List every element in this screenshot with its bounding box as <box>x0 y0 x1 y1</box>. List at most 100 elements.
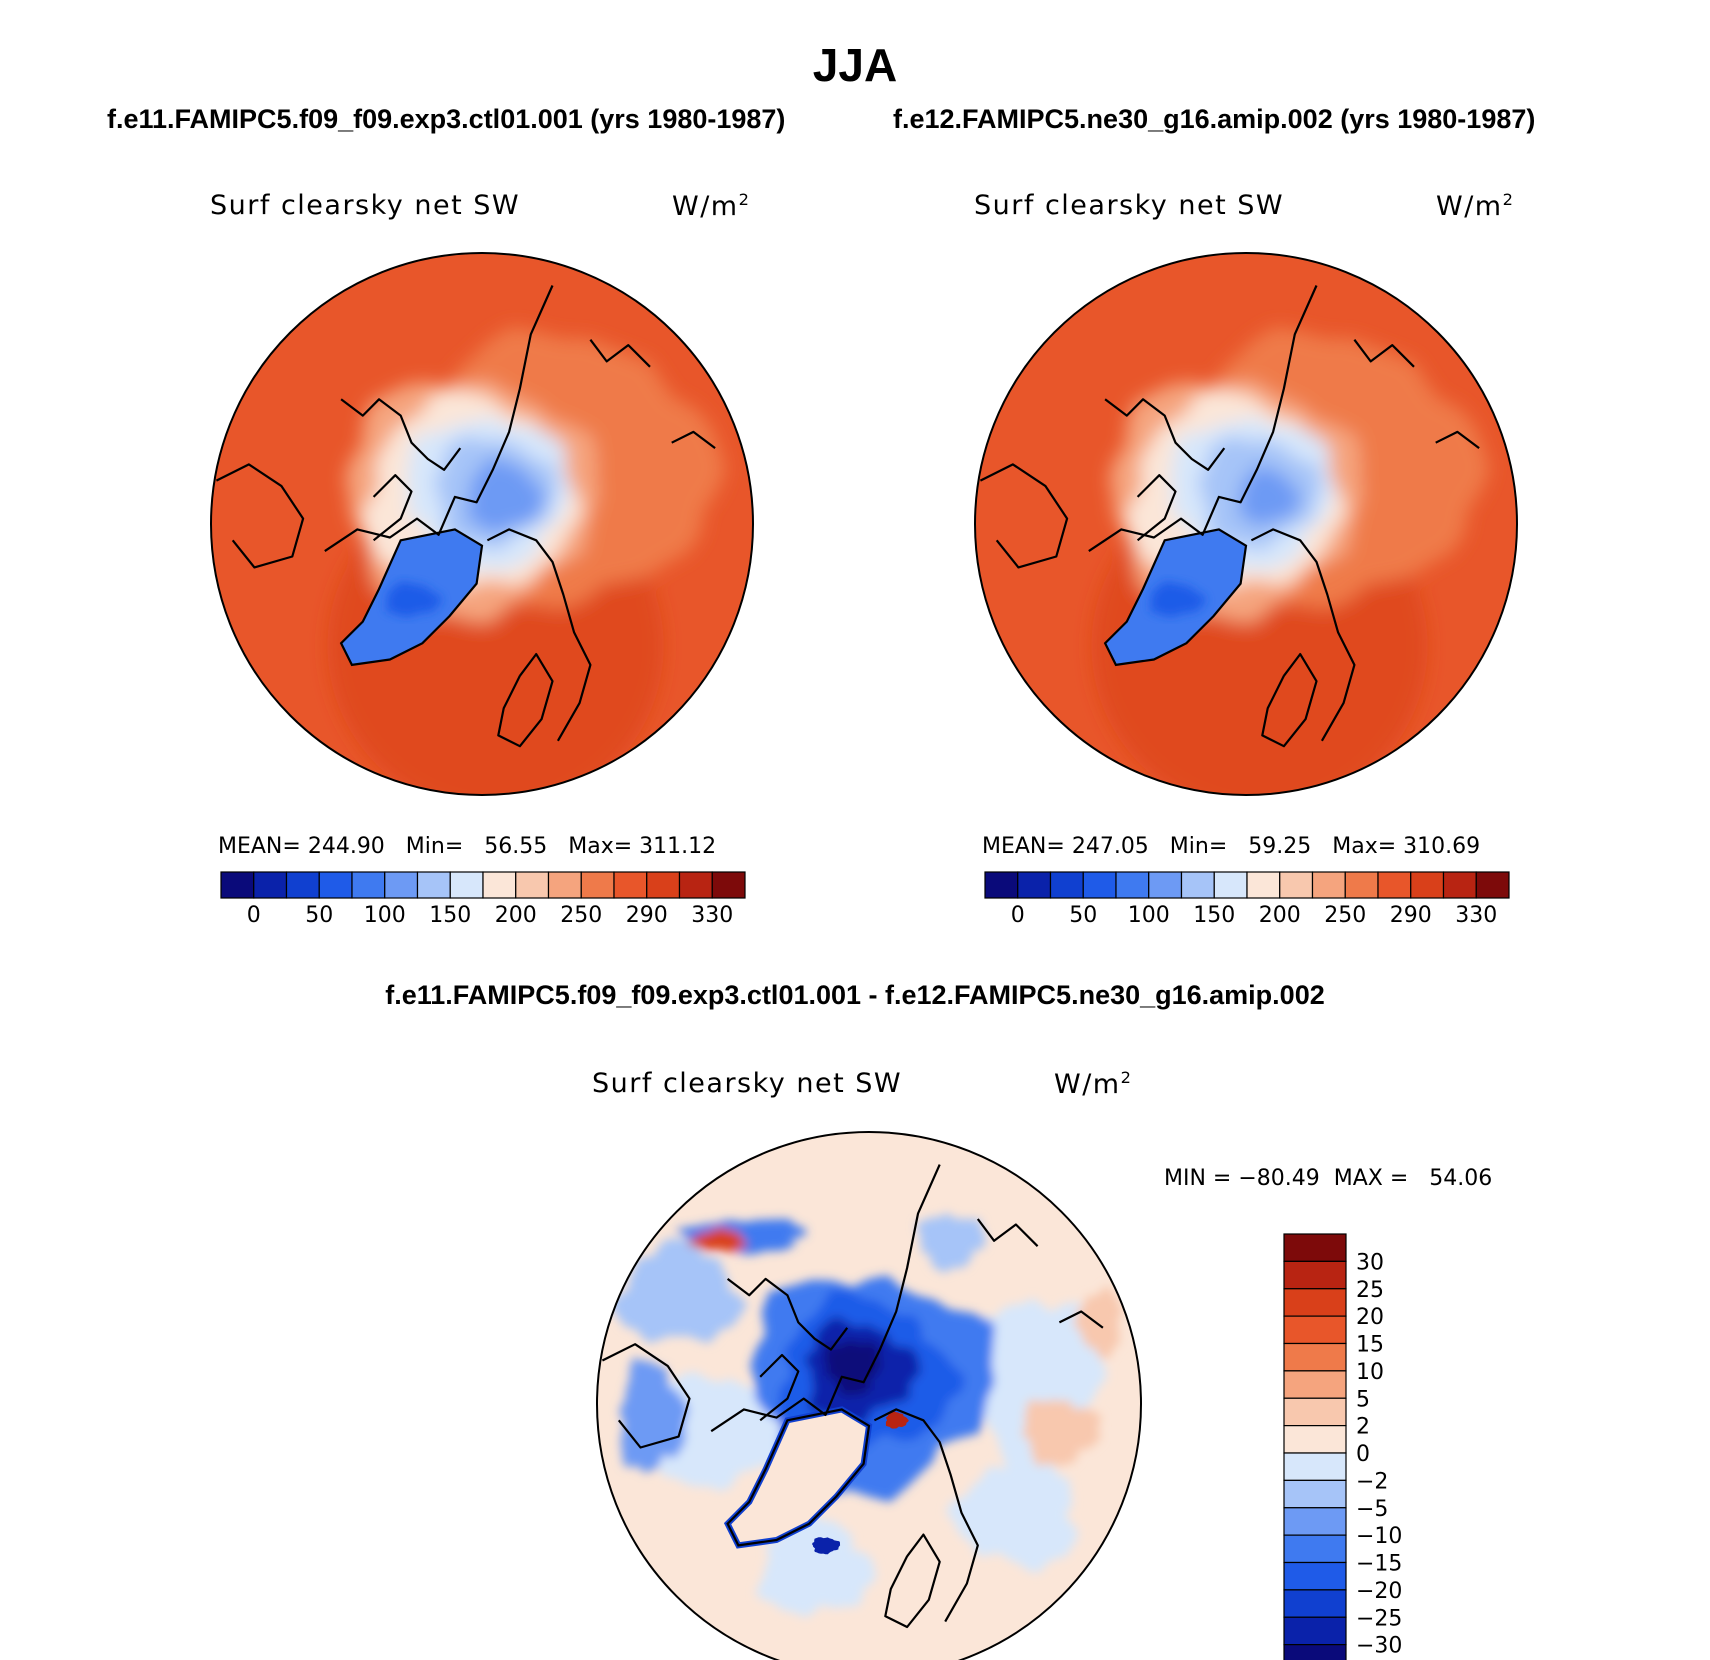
panel3-colorbar-box <box>1283 1397 1347 1427</box>
panel3-colorbar-tick-label: −2 <box>1356 1469 1388 1494</box>
panel1-colorbar-box <box>515 871 550 899</box>
panel2-colorbar-box <box>1213 871 1248 899</box>
panel3-colorbar-tick-label: −30 <box>1356 1634 1402 1659</box>
panel1-colorbar-box <box>711 871 746 899</box>
panel3-colorbar-box <box>1283 1589 1347 1618</box>
panel2-mean-label: MEAN= <box>982 834 1065 859</box>
panel2-colorbar-box <box>1475 871 1510 899</box>
panel3-colorbar-tick-label: 15 <box>1356 1333 1384 1358</box>
panel3-colorbar-tick-label: 0 <box>1356 1442 1370 1467</box>
panel3-colorbar-tick-label: −25 <box>1356 1606 1402 1631</box>
panel1-colorbar-tick-label: 50 <box>305 903 333 928</box>
panel3-colorbar-box <box>1283 1425 1347 1454</box>
panel2-colorbar-tick-label: 150 <box>1193 903 1235 928</box>
panel3-colorbar-box <box>1283 1561 1347 1591</box>
panel3-colorbar-tick-label: 5 <box>1356 1387 1370 1412</box>
difference-title: f.e11.FAMIPC5.f09_f09.exp3.ctl01.001 - f… <box>385 980 1325 1010</box>
panel1-colorbar-box <box>351 871 386 899</box>
panel2-colorbar-tick-label: 0 <box>1011 903 1025 928</box>
panel3-colorbar-tick-label: 30 <box>1356 1250 1384 1275</box>
panel3-colorbar-tick-label: 20 <box>1356 1305 1384 1330</box>
panel1-colorbar-box <box>613 871 648 899</box>
panel1-colorbar-box <box>678 871 713 899</box>
panel1-colorbar-box <box>580 871 615 899</box>
panel3-colorbar-box <box>1283 1260 1347 1290</box>
panel1-colorbar-box <box>384 871 419 899</box>
panel1-colorbar-box <box>449 871 484 899</box>
panel1-colorbar-box <box>646 871 681 899</box>
panel1-colorbar-box <box>253 871 288 899</box>
panel2-colorbar-box <box>1017 871 1052 899</box>
panel3-colorbar-tick-label: 10 <box>1356 1360 1384 1385</box>
panel3-colorbar-box <box>1283 1616 1347 1646</box>
panel2-colorbar-box <box>1410 871 1445 899</box>
case-title-left: f.e11.FAMIPC5.f09_f09.exp3.ctl01.001 (yr… <box>107 104 786 134</box>
panel3-colorbar-tick-label: −5 <box>1356 1497 1388 1522</box>
panel2-colorbar-box <box>1377 871 1412 899</box>
panel3-stats: MIN = −80.49 MAX = 54.06 <box>1164 1166 1493 1191</box>
panel3-variable-label: Surf clearsky net SW <box>592 1068 903 1099</box>
panel1-min-label: Min= <box>405 834 464 859</box>
panel3-colorbar-box <box>1283 1534 1347 1564</box>
panel3-colorbar-box <box>1283 1452 1347 1481</box>
panel1-units-label: W/m2 <box>672 190 751 222</box>
panel1-colorbar-tick-label: 100 <box>364 903 406 928</box>
panel2-colorbar-box <box>1279 871 1314 899</box>
panel1-colorbar-box <box>482 871 517 899</box>
panel2-min-value: 59.25 <box>1248 834 1312 859</box>
panel2-max-label: Max= <box>1332 834 1397 859</box>
panel1-min-value: 56.55 <box>484 834 548 859</box>
panel2-colorbar-box <box>1442 871 1477 899</box>
panel1-colorbar-tick-label: 290 <box>626 903 668 928</box>
panel2-colorbar-tick-label: 100 <box>1128 903 1170 928</box>
panel1-colorbar-box <box>416 871 451 899</box>
panel2-max-value: 310.69 <box>1403 834 1481 859</box>
panel1-colorbar: 0 50 100 150 200 250 290 330 <box>220 871 746 928</box>
panel2-polar-map <box>974 252 1518 796</box>
panel2-colorbar-box <box>1082 871 1117 899</box>
panel2-variable-label: Surf clearsky net SW <box>974 190 1285 221</box>
panel2-colorbar-tick-label: 250 <box>1324 903 1366 928</box>
panel1-variable-label: Surf clearsky net SW <box>210 190 521 221</box>
panel2-mean-value: 247.05 <box>1071 834 1149 859</box>
panel2-colorbar: 0 50 100 150 200 250 290 330 <box>984 871 1510 928</box>
panel1-colorbar-tick-label: 0 <box>247 903 261 928</box>
panel1-mean-label: MEAN= <box>218 834 301 859</box>
panel2-colorbar-box <box>1344 871 1379 899</box>
panel2-colorbar-box <box>1246 871 1281 899</box>
case-title-right: f.e12.FAMIPC5.ne30_g16.amip.002 (yrs 198… <box>893 104 1536 134</box>
panel2-min-label: Min= <box>1169 834 1228 859</box>
panel1-colorbar-tick-label: 250 <box>560 903 602 928</box>
panel2-colorbar-box <box>1049 871 1084 899</box>
panel1-colorbar-tick-label: 150 <box>429 903 471 928</box>
panel3-colorbar-box <box>1283 1644 1347 1660</box>
panel1-colorbar-tick-label: 200 <box>495 903 537 928</box>
panel3-colorbar-tick-label: −20 <box>1356 1579 1402 1604</box>
panel2-stats: MEAN= 247.05 Min= 59.25 Max= 310.69 <box>982 834 1480 859</box>
panel1-max-value: 311.12 <box>639 834 717 859</box>
panel3-colorbar-tick-label: 2 <box>1356 1415 1370 1440</box>
panel1-colorbar-tick-label: 330 <box>691 903 733 928</box>
panel3-colorbar-tick-label: 25 <box>1356 1278 1384 1303</box>
panel2-colorbar-box <box>984 871 1019 899</box>
panel1-colorbar-box <box>220 871 255 899</box>
panel3-colorbar-box <box>1283 1507 1347 1536</box>
panel2-colorbar-box <box>1311 871 1346 899</box>
panel2-units-label: W/m2 <box>1436 190 1515 222</box>
panel2-colorbar-box <box>1180 871 1215 899</box>
panel2-colorbar-box <box>1148 871 1183 899</box>
panel1-stats: MEAN= 244.90 Min= 56.55 Max= 311.12 <box>218 834 716 859</box>
panel3-colorbar-box <box>1283 1370 1347 1399</box>
panel1-colorbar-box <box>547 871 582 899</box>
panel1-max-label: Max= <box>568 834 633 859</box>
panel1-colorbar-box <box>318 871 353 899</box>
panel3-colorbar-box <box>1283 1315 1347 1345</box>
panel3-colorbar-tick-label: −15 <box>1356 1552 1402 1577</box>
panel2-colorbar-tick-label: 290 <box>1390 903 1432 928</box>
panel2-colorbar-box <box>1115 871 1150 899</box>
panel3-colorbar-tick-label: −10 <box>1356 1524 1402 1549</box>
panel2-colorbar-tick-label: 200 <box>1259 903 1301 928</box>
panel3-colorbar-box <box>1283 1342 1347 1372</box>
